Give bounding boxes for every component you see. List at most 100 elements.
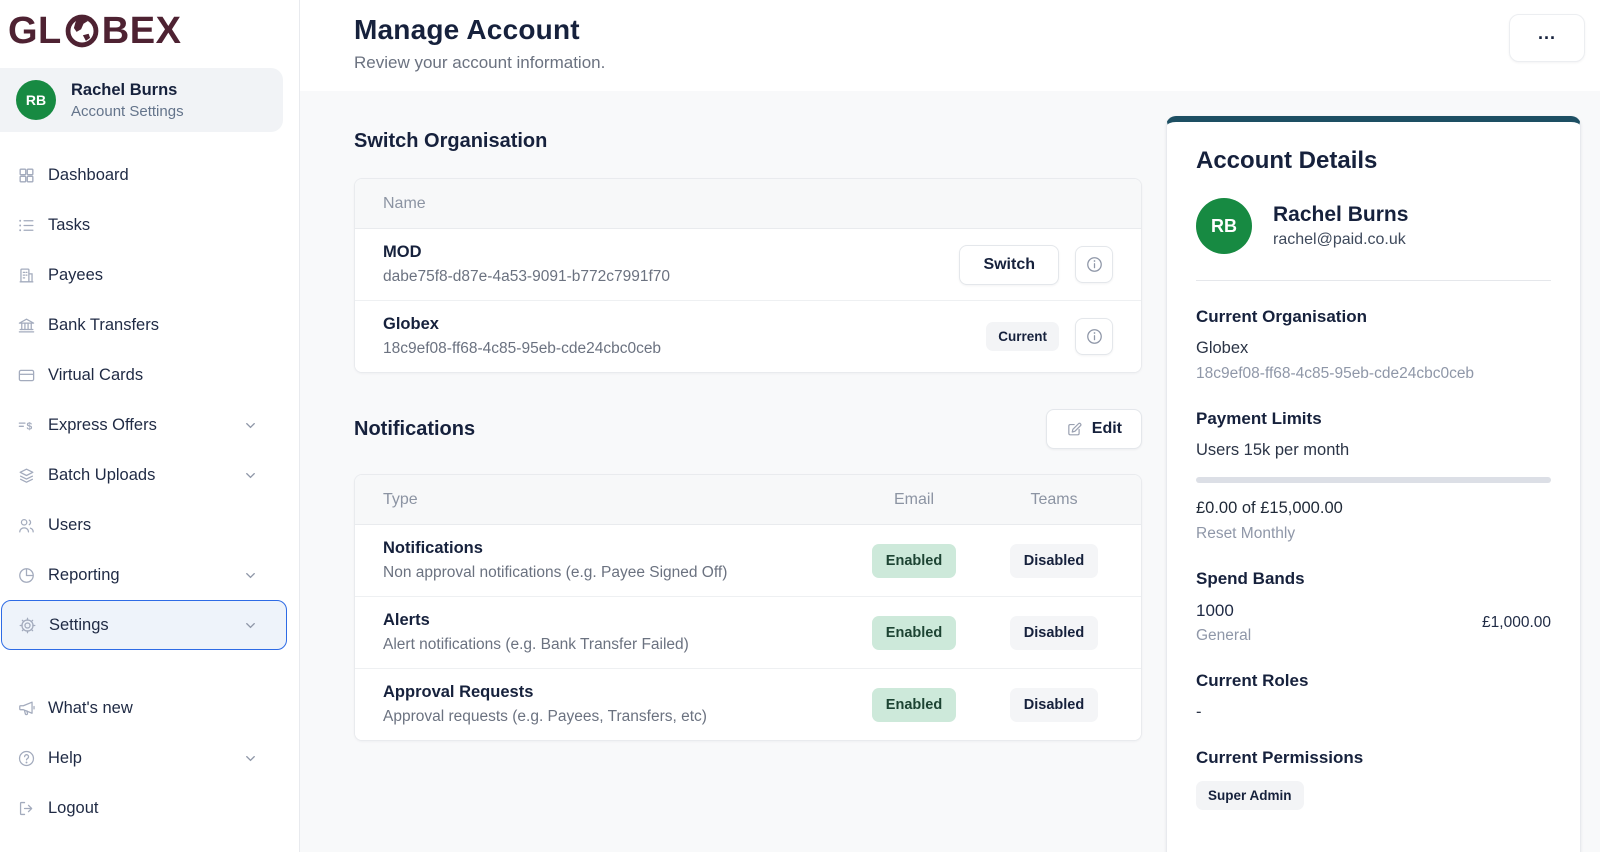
- page-subtitle: Review your account information.: [354, 53, 606, 72]
- page-title: Manage Account: [354, 14, 580, 45]
- column-header-teams: Teams: [1030, 490, 1078, 508]
- sidebar-item-label: Payees: [48, 265, 104, 284]
- sidebar-item-label: Reporting: [48, 565, 120, 584]
- sidebar-item-settings[interactable]: Settings: [1, 600, 287, 650]
- sidebar-item-label: Help: [48, 748, 82, 767]
- gear-icon: [17, 615, 37, 635]
- sidebar-item-label: Batch Uploads: [48, 465, 156, 484]
- chevron-down-icon: [243, 618, 258, 633]
- switch-button[interactable]: Switch: [959, 244, 1059, 285]
- sidebar-item-express-offers[interactable]: $ Express Offers: [0, 400, 287, 450]
- tasks-icon: [16, 215, 36, 235]
- svg-text:$: $: [26, 421, 32, 432]
- organisation-name: MOD: [383, 243, 422, 261]
- email-status-badge: Enabled: [871, 543, 957, 578]
- account-details-card: Account Details RB Rachel Burns rachel@p…: [1166, 116, 1581, 852]
- sidebar-item-label: Logout: [48, 798, 99, 817]
- edit-notifications-button[interactable]: Edit: [1045, 409, 1142, 449]
- spend-bands-label: Spend Bands: [1196, 569, 1305, 588]
- spend-band-name: 1000: [1196, 601, 1234, 620]
- sidebar-item-payees[interactable]: Payees: [0, 250, 287, 300]
- table-row: Notifications Non approval notifications…: [355, 525, 1141, 596]
- edit-button-label: Edit: [1091, 420, 1122, 437]
- globe-icon: [63, 13, 101, 49]
- sidebar-item-label: Bank Transfers: [48, 315, 159, 334]
- sidebar-item-help[interactable]: Help: [0, 733, 287, 783]
- table-row: Alerts Alert notifications (e.g. Bank Tr…: [355, 596, 1141, 668]
- table-row: Globex 18c9ef08-ff68-4c85-95eb-cde24cbc0…: [355, 300, 1141, 372]
- layers-icon: [16, 465, 36, 485]
- sidebar-item-reporting[interactable]: Reporting: [0, 550, 287, 600]
- logo-text-left: GL: [8, 10, 62, 52]
- current-roles-label: Current Roles: [1196, 671, 1309, 690]
- sidebar-item-whats-new[interactable]: What's new: [0, 683, 287, 733]
- sidebar-footer: What's new Help Logout: [0, 683, 299, 833]
- sidebar-item-label: Users: [48, 515, 92, 534]
- payment-limit-usage: £0.00 of £15,000.00: [1196, 499, 1343, 517]
- more-options-button[interactable]: ...: [1509, 14, 1585, 62]
- sidebar-item-batch-uploads[interactable]: Batch Uploads: [0, 450, 287, 500]
- sidebar-item-label: What's new: [48, 698, 133, 717]
- current-permissions-label: Current Permissions: [1196, 748, 1364, 767]
- notification-description: Approval requests (e.g. Payees, Transfer…: [383, 708, 707, 725]
- logo-text-right: BEX: [101, 10, 182, 52]
- current-organisation-name: Globex: [1196, 339, 1249, 357]
- teams-status-badge: Disabled: [1009, 687, 1099, 722]
- account-details-title: Account Details: [1196, 147, 1378, 174]
- spend-band-amount: £1,000.00: [1482, 614, 1551, 631]
- spend-band-row: 1000 General £1,000.00: [1196, 601, 1551, 645]
- sidebar-item-bank-transfers[interactable]: Bank Transfers: [0, 300, 287, 350]
- sidebar-item-dashboard[interactable]: Dashboard: [0, 150, 287, 200]
- sidebar-item-label: Settings: [49, 615, 109, 634]
- notification-description: Alert notifications (e.g. Bank Transfer …: [383, 636, 689, 653]
- divider: [1196, 280, 1551, 281]
- users-icon: [16, 515, 36, 535]
- chevron-down-icon: [243, 468, 258, 483]
- email-status-badge: Enabled: [871, 615, 957, 650]
- notification-type: Alerts: [383, 611, 430, 629]
- dashboard-icon: [16, 165, 36, 185]
- account-user-email: rachel@paid.co.uk: [1273, 231, 1406, 248]
- building-icon: [16, 265, 36, 285]
- chevron-down-icon: [243, 751, 258, 766]
- organisations-table: Name MOD dabe75f8-d87e-4a53-9091-b772c79…: [354, 178, 1142, 373]
- notification-description: Non approval notifications (e.g. Payee S…: [383, 564, 728, 581]
- chevron-down-icon: [243, 418, 258, 433]
- organisation-id: dabe75f8-d87e-4a53-9091-b772c7991f70: [383, 268, 670, 285]
- pie-chart-icon: [16, 565, 36, 585]
- sidebar-item-virtual-cards[interactable]: Virtual Cards: [0, 350, 287, 400]
- teams-status-badge: Disabled: [1009, 543, 1099, 578]
- current-badge: Current: [986, 322, 1059, 351]
- sidebar-item-tasks[interactable]: Tasks: [0, 200, 287, 250]
- sidebar-user-card[interactable]: RB Rachel Burns Account Settings: [0, 68, 283, 132]
- info-icon[interactable]: [1075, 318, 1113, 355]
- credit-card-icon: [16, 365, 36, 385]
- main-sections: Switch Organisation Name MOD dabe75f8-d8…: [300, 91, 1142, 852]
- spend-band-category: General: [1196, 627, 1252, 644]
- logout-icon: [16, 798, 36, 818]
- column-header-email: Email: [893, 490, 934, 508]
- payment-limits-description: Users 15k per month: [1196, 441, 1350, 459]
- payment-limit-progress-bar: [1196, 477, 1551, 483]
- email-status-badge: Enabled: [871, 687, 957, 722]
- page-header: Manage Account Review your account infor…: [300, 0, 1600, 91]
- notifications-table: Type Email Teams Notifications Non appro…: [354, 474, 1142, 741]
- brand-logo: GL BEX: [0, 0, 299, 64]
- table-row: Approval Requests Approval requests (e.g…: [355, 668, 1141, 740]
- sidebar-item-users[interactable]: Users: [0, 500, 287, 550]
- payment-limit-reset: Reset Monthly: [1196, 525, 1296, 542]
- notification-type: Notifications: [383, 539, 483, 557]
- info-icon[interactable]: [1075, 246, 1113, 283]
- notification-type: Approval Requests: [383, 683, 534, 701]
- sidebar-nav: Dashboard Tasks Payees Bank Transfers Vi…: [0, 150, 299, 833]
- account-user-name: Rachel Burns: [1273, 203, 1409, 226]
- organisation-name: Globex: [383, 315, 439, 333]
- user-name: Rachel Burns: [71, 80, 178, 99]
- chevron-down-icon: [243, 568, 258, 583]
- sidebar-item-logout[interactable]: Logout: [0, 783, 287, 833]
- notifications-title: Notifications: [354, 417, 476, 440]
- help-icon: [16, 748, 36, 768]
- sidebar-item-label: Express Offers: [48, 415, 157, 434]
- avatar: RB: [1196, 198, 1252, 254]
- current-organisation-id: 18c9ef08-ff68-4c85-95eb-cde24cbc0ceb: [1196, 365, 1475, 382]
